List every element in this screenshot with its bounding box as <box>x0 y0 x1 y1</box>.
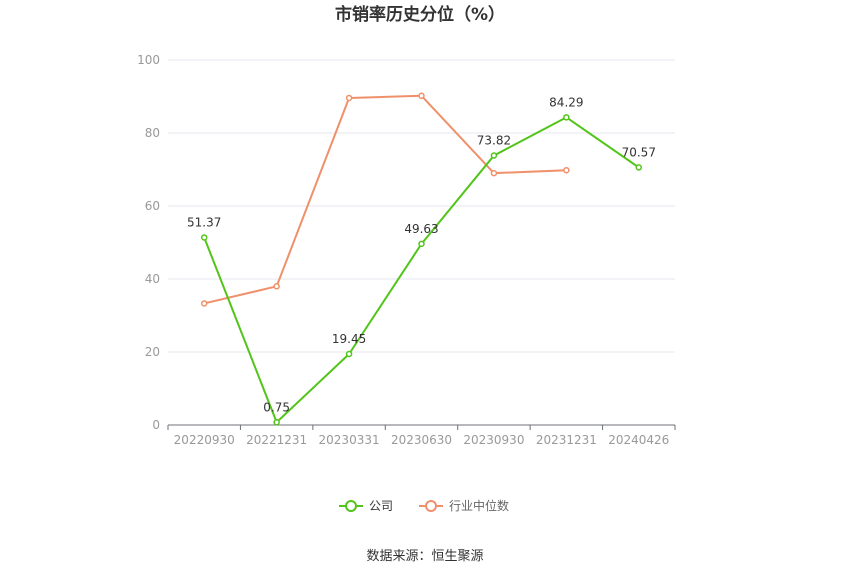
data-point <box>490 152 498 159</box>
x-tick-label: 20220930 <box>174 433 235 447</box>
data-source: 数据来源：恒生聚源 <box>366 549 483 564</box>
data-point <box>418 240 425 248</box>
legend-item[interactable]: 行业中位数 <box>419 498 509 513</box>
y-tick-label: 80 <box>145 126 160 140</box>
y-tick-label: 40 <box>145 272 160 286</box>
data-label: 73.82 <box>477 134 511 148</box>
data-label: 19.45 <box>332 332 366 346</box>
y-tick-label: 20 <box>145 345 160 359</box>
plot-area: 51.37 0.75 19.45 49.63 73.82 84.29 70.57 <box>187 92 656 426</box>
data-point <box>418 92 425 100</box>
data-point <box>200 300 208 307</box>
legend-label: 行业中位数 <box>449 498 509 513</box>
x-tick-label: 20230331 <box>319 433 380 447</box>
data-label: 0.75 <box>263 400 290 414</box>
series-line <box>203 94 567 305</box>
axes: 0 20 40 60 80 100 20220930 20221231 20230331 2023… <box>137 53 676 447</box>
x-tick-label: 20230930 <box>463 433 524 447</box>
legend[interactable]: 公司 行业中位数 <box>339 498 509 513</box>
series-line <box>203 116 640 424</box>
legend-marker <box>425 500 437 512</box>
data-label: 70.57 <box>622 145 656 159</box>
legend-marker <box>345 500 357 512</box>
x-tick-label: 20230630 <box>391 433 452 447</box>
y-tick-label: 0 <box>152 418 160 432</box>
data-point <box>345 350 353 358</box>
x-tick-label: 20231231 <box>536 433 597 447</box>
grid <box>168 59 675 353</box>
data-point <box>200 234 208 241</box>
x-tick-label: 20240426 <box>608 433 669 447</box>
chart-title: 市销率历史分位（%） <box>335 4 505 25</box>
data-point <box>563 166 570 174</box>
y-tick-label: 60 <box>145 199 160 213</box>
data-point <box>490 169 498 177</box>
data-label: 51.37 <box>187 215 221 229</box>
x-tick-label: 20221231 <box>246 433 307 447</box>
data-point <box>273 419 280 426</box>
y-tick-label: 100 <box>137 53 160 67</box>
data-point <box>345 94 353 102</box>
data-point <box>273 283 280 290</box>
data-label: 84.29 <box>549 95 583 109</box>
legend-label: 公司 <box>369 499 393 513</box>
data-point <box>635 164 643 171</box>
legend-item[interactable]: 公司 <box>339 499 393 513</box>
data-label: 49.63 <box>404 222 438 236</box>
data-point <box>563 114 570 121</box>
